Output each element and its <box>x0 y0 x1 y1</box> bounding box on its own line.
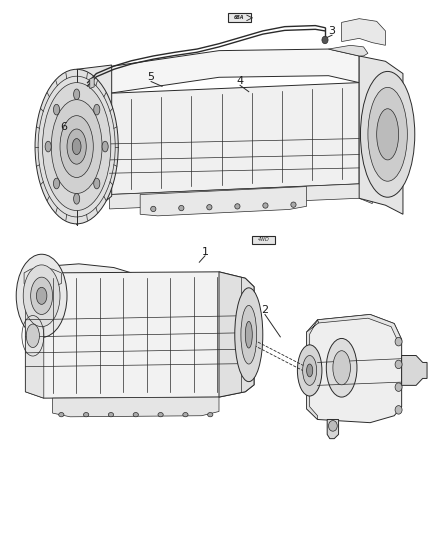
Polygon shape <box>359 56 403 214</box>
Polygon shape <box>328 45 368 56</box>
Polygon shape <box>307 320 318 419</box>
Ellipse shape <box>377 109 399 160</box>
Ellipse shape <box>158 413 163 417</box>
Ellipse shape <box>74 89 80 100</box>
Ellipse shape <box>333 351 350 385</box>
Ellipse shape <box>102 141 108 152</box>
Ellipse shape <box>53 104 60 115</box>
Polygon shape <box>402 356 427 385</box>
Ellipse shape <box>303 356 317 385</box>
Ellipse shape <box>35 69 118 224</box>
Ellipse shape <box>179 205 184 211</box>
Ellipse shape <box>368 87 407 181</box>
Ellipse shape <box>395 337 402 346</box>
Text: 2: 2 <box>261 305 268 315</box>
Ellipse shape <box>322 36 328 44</box>
Polygon shape <box>327 419 339 439</box>
Polygon shape <box>307 314 402 423</box>
Ellipse shape <box>395 360 402 369</box>
Ellipse shape <box>67 129 86 164</box>
Ellipse shape <box>183 413 188 417</box>
Ellipse shape <box>207 205 212 210</box>
Ellipse shape <box>84 413 89 417</box>
Ellipse shape <box>395 383 402 391</box>
Ellipse shape <box>59 413 64 417</box>
Text: 6: 6 <box>60 122 67 132</box>
Text: 4: 4 <box>237 76 244 86</box>
Ellipse shape <box>133 413 138 417</box>
Polygon shape <box>25 272 254 398</box>
Ellipse shape <box>108 413 113 417</box>
Polygon shape <box>342 19 385 45</box>
Text: 4WD: 4WD <box>258 237 269 243</box>
Ellipse shape <box>72 139 81 155</box>
Ellipse shape <box>42 83 111 211</box>
Ellipse shape <box>53 178 60 189</box>
Polygon shape <box>25 273 44 398</box>
Ellipse shape <box>235 288 263 382</box>
Polygon shape <box>24 264 131 287</box>
Polygon shape <box>110 83 359 195</box>
Ellipse shape <box>26 324 39 348</box>
Ellipse shape <box>307 364 313 377</box>
Polygon shape <box>90 77 94 88</box>
Ellipse shape <box>297 345 322 396</box>
Ellipse shape <box>31 277 53 314</box>
Polygon shape <box>77 65 112 225</box>
Ellipse shape <box>241 305 257 364</box>
Ellipse shape <box>263 203 268 208</box>
Ellipse shape <box>328 421 337 431</box>
FancyBboxPatch shape <box>228 13 251 22</box>
Ellipse shape <box>360 71 415 197</box>
Polygon shape <box>24 268 61 288</box>
Ellipse shape <box>60 116 93 177</box>
Ellipse shape <box>23 265 60 327</box>
Ellipse shape <box>94 178 100 189</box>
Text: 5: 5 <box>148 72 155 82</box>
Polygon shape <box>318 314 402 343</box>
Ellipse shape <box>245 321 252 348</box>
Polygon shape <box>110 49 359 93</box>
Ellipse shape <box>36 287 47 304</box>
Ellipse shape <box>395 406 402 414</box>
Ellipse shape <box>326 338 357 397</box>
Ellipse shape <box>16 254 67 337</box>
Polygon shape <box>53 397 219 417</box>
Ellipse shape <box>51 100 102 193</box>
Text: 1: 1 <box>201 247 208 256</box>
Polygon shape <box>110 184 372 209</box>
Ellipse shape <box>291 202 296 207</box>
Ellipse shape <box>74 193 80 204</box>
Ellipse shape <box>151 206 156 212</box>
Text: 3: 3 <box>328 26 336 36</box>
Polygon shape <box>219 272 254 397</box>
Text: 68A: 68A <box>234 15 244 20</box>
Ellipse shape <box>45 141 51 152</box>
Ellipse shape <box>208 413 213 417</box>
FancyBboxPatch shape <box>252 236 275 244</box>
Polygon shape <box>140 187 307 216</box>
Ellipse shape <box>235 204 240 209</box>
Ellipse shape <box>94 104 100 115</box>
